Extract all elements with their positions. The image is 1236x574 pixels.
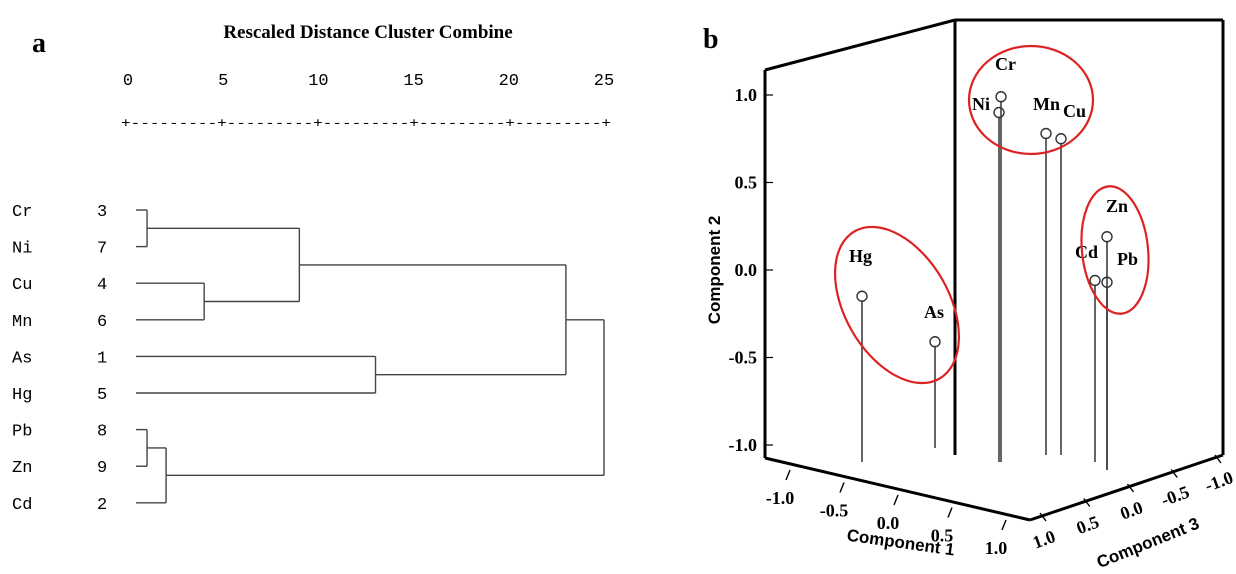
leaf-number: 3 bbox=[97, 203, 107, 222]
z-tick-label: -1.0 bbox=[1202, 467, 1236, 496]
axis-tick-label: 15 bbox=[403, 72, 423, 91]
leaf-number: 8 bbox=[97, 423, 107, 442]
leaf-label: Zn bbox=[12, 459, 32, 478]
leaf-label: Pb bbox=[12, 423, 32, 442]
cluster-ring bbox=[967, 44, 1095, 156]
data-point bbox=[993, 106, 1005, 119]
leaf-label: As bbox=[12, 349, 32, 368]
point-label: Zn bbox=[1106, 196, 1128, 216]
z-tick bbox=[1126, 483, 1135, 493]
leaf-label: Hg bbox=[12, 386, 32, 405]
data-point bbox=[1101, 231, 1113, 243]
data-point bbox=[856, 290, 868, 302]
axis-dashed-scale: +---------+---------+---------+---------… bbox=[121, 117, 611, 132]
component1-axis: -1.0 -0.5 0.0 0.5 1.0 bbox=[766, 469, 1008, 558]
dendrogram-panel: a Rescaled Distance Cluster Combine 0 5 10… bbox=[12, 22, 614, 515]
point-label: Mn bbox=[1033, 94, 1060, 114]
leaf-label: Mn bbox=[12, 313, 32, 332]
component2-axis: 1.0 0.5 0.0 -0.5 -1.0 bbox=[729, 85, 773, 455]
x-tick-label: -1.0 bbox=[766, 488, 795, 508]
axis-tick-label: 5 bbox=[218, 72, 228, 91]
data-point bbox=[1101, 276, 1113, 288]
leaf-number: 4 bbox=[97, 276, 107, 295]
dendrogram-links bbox=[136, 209, 605, 504]
leaf-label: Cu bbox=[12, 276, 32, 295]
z-tick bbox=[1170, 469, 1178, 478]
cluster-rings bbox=[833, 44, 1150, 385]
data-point bbox=[995, 91, 1007, 103]
x-tick-label: 0.5 bbox=[931, 526, 954, 546]
scatter3d-panel: b 1.0 0.5 0.0 -0.5 -1.0 Component 2 -1.0 -0.5… bbox=[703, 18, 1236, 572]
x-tick bbox=[947, 507, 953, 518]
axis-tick-label: 20 bbox=[499, 72, 519, 91]
box-edge bbox=[1029, 453, 1224, 522]
x-tick-label: 0.0 bbox=[877, 513, 900, 533]
box-edge bbox=[764, 456, 1031, 522]
z-tick-label: 1.0 bbox=[1030, 526, 1058, 552]
axis-tick-label: 25 bbox=[594, 72, 614, 91]
y-tick-label: -0.5 bbox=[729, 348, 758, 368]
x-tick-label: -0.5 bbox=[820, 501, 849, 521]
leaf-number: 9 bbox=[97, 459, 107, 478]
axis-tick-label: 10 bbox=[308, 72, 328, 91]
x-tick bbox=[785, 469, 791, 481]
plot-box bbox=[763, 18, 1225, 522]
z-tick bbox=[1083, 498, 1091, 507]
y-tick-label: -1.0 bbox=[729, 435, 758, 455]
leaf-number: 2 bbox=[97, 496, 107, 515]
z-tick-label: 0.0 bbox=[1117, 497, 1145, 523]
leaf-number: 5 bbox=[97, 386, 107, 405]
point-label: As bbox=[924, 302, 944, 322]
ylabel: Component 2 bbox=[705, 216, 724, 325]
point-label: Cd bbox=[1075, 242, 1098, 262]
leaf-label: Cr bbox=[12, 203, 32, 222]
axis-tick-label: 0 bbox=[123, 72, 133, 91]
data-point bbox=[1055, 133, 1067, 145]
leaf-number: 1 bbox=[97, 349, 107, 368]
y-tick-label: 1.0 bbox=[735, 85, 758, 105]
z-tick bbox=[1214, 454, 1222, 464]
leaf-label: Cd bbox=[12, 496, 32, 515]
point-label: Cr bbox=[995, 54, 1016, 74]
z-tick bbox=[1039, 512, 1047, 522]
z-tick-label: -0.5 bbox=[1158, 482, 1192, 511]
y-tick-label: 0.0 bbox=[735, 260, 758, 280]
x-tick bbox=[839, 482, 845, 493]
z-tick-label: 0.5 bbox=[1074, 512, 1102, 538]
dendrogram-leaves: Cr 3 Ni 7 Cu 4 Mn 6 As 1 Hg 5 Pb 8 Zn 9 Cd 2 bbox=[12, 203, 107, 515]
leaf-number: 7 bbox=[97, 240, 107, 259]
data-point bbox=[1089, 274, 1101, 287]
leaf-label: Ni bbox=[12, 240, 32, 259]
cluster-ring bbox=[833, 225, 961, 385]
x-tick bbox=[1001, 519, 1007, 531]
data-point bbox=[1040, 127, 1052, 140]
cluster-ring bbox=[1080, 185, 1150, 315]
x-tick bbox=[893, 494, 899, 506]
point-label: Cu bbox=[1063, 101, 1086, 121]
zlabel: Component 3 bbox=[1094, 514, 1202, 572]
panel-label-b: b bbox=[703, 24, 719, 55]
point-label: Pb bbox=[1117, 249, 1138, 269]
data-point bbox=[929, 336, 941, 348]
point-label: Hg bbox=[849, 246, 872, 266]
x-tick-label: 1.0 bbox=[985, 538, 1008, 558]
dendrogram-axis: 0 5 10 15 20 25 +---------+---------+---------… bbox=[121, 72, 614, 132]
dendrogram-title: Rescaled Distance Cluster Combine bbox=[223, 22, 512, 43]
leaf-number: 6 bbox=[97, 313, 107, 332]
panel-label-a: a bbox=[32, 28, 46, 59]
box-edge bbox=[764, 18, 956, 72]
point-label: Ni bbox=[972, 94, 990, 114]
y-tick-label: 0.5 bbox=[735, 173, 758, 193]
